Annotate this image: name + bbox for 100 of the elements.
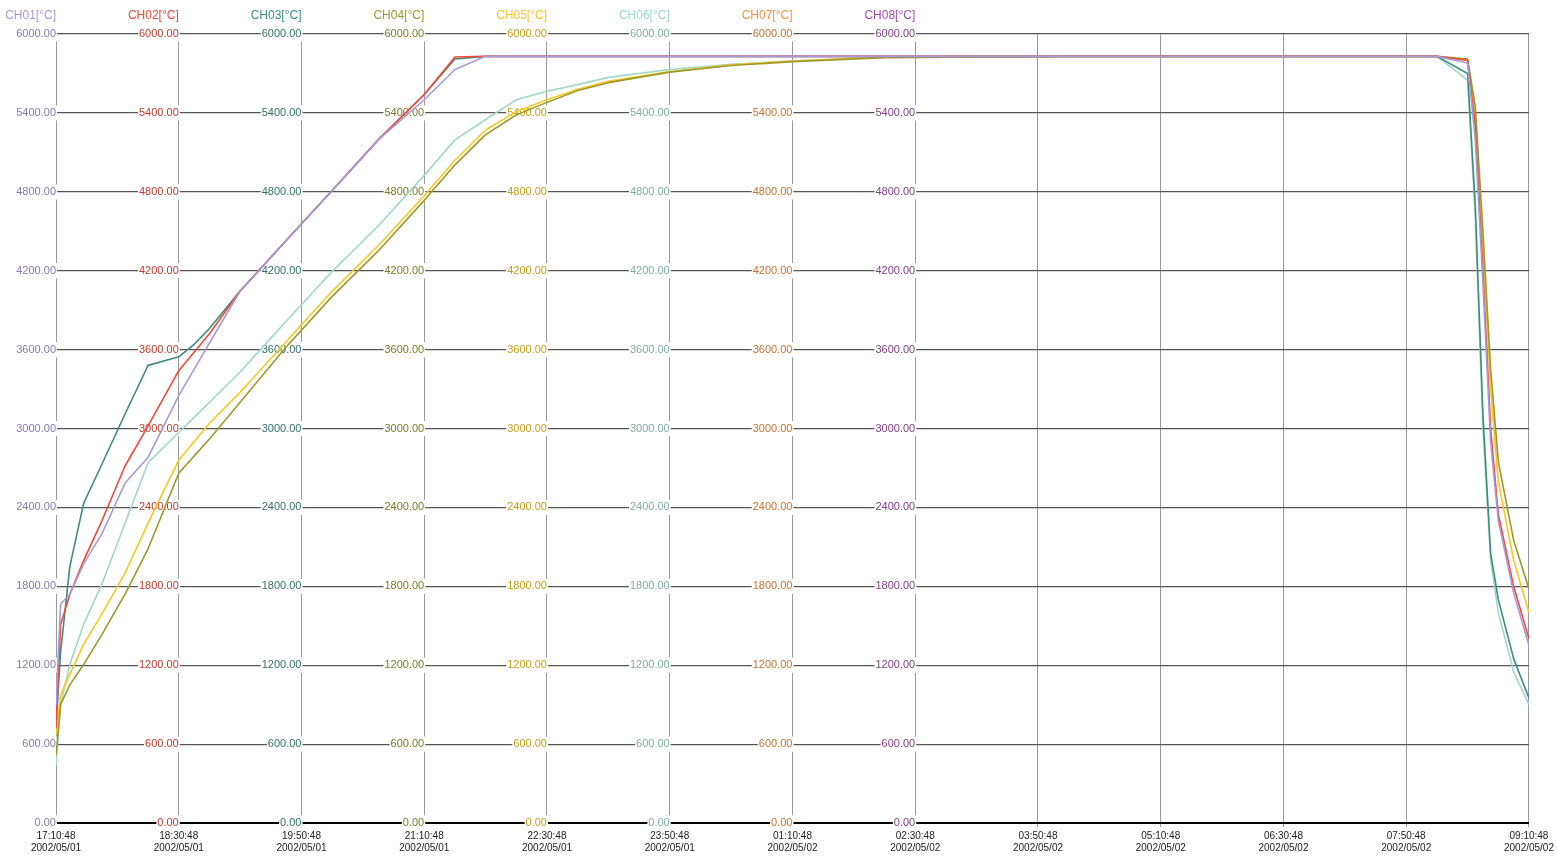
text: 5400.00	[875, 105, 916, 118]
text: 600.00	[513, 737, 547, 750]
text: 4800.00	[384, 184, 425, 197]
text: 5400.00	[629, 105, 670, 118]
text: 600.00	[758, 737, 793, 750]
text: 4200.00	[752, 263, 793, 276]
legend-label: CH08[°C]	[864, 8, 916, 23]
text: 6000.00	[629, 27, 670, 40]
text: 3600.00	[384, 342, 425, 355]
text: 1800.00	[875, 579, 916, 592]
x-tick-label: 05:10:48 2002/05/02	[1135, 829, 1187, 853]
text: 0.00	[402, 816, 425, 829]
text: 600.00	[636, 737, 670, 750]
text: 5400.00	[138, 105, 179, 118]
text: 6000.00	[138, 27, 179, 40]
text: CH04[°C]	[373, 8, 425, 23]
x-tick-label: 07:50:48 2002/05/02	[1381, 829, 1432, 853]
text: 4200.00	[261, 263, 302, 276]
x-tick-label: 21:10:48 2002/05/01	[399, 829, 450, 853]
text: 600.00	[267, 737, 302, 750]
text: 1200.00	[507, 658, 547, 671]
text: 4200.00	[384, 263, 425, 276]
text: CH05[°C]	[496, 8, 547, 23]
text: 5400.00	[261, 105, 302, 118]
text: 6000.00	[875, 27, 916, 40]
x-tick-label: 23:50:48 2002/05/01	[644, 829, 696, 853]
text: 4200.00	[138, 263, 179, 276]
text: 2400.00	[629, 500, 670, 513]
y-tick-label: 3600.00	[16, 342, 56, 355]
text: 1800.00	[138, 579, 179, 592]
text: 0.00	[771, 816, 793, 829]
text: 4200.00	[875, 263, 916, 276]
text: CH02[°C]	[127, 8, 179, 23]
x-tick-label: 03:50:48 2002/05/02	[1012, 829, 1064, 853]
text: 0.00	[280, 816, 302, 829]
legend-label: CH07[°C]	[741, 8, 793, 23]
y-tick-label: 600.00	[22, 737, 56, 750]
text: 3600.00	[138, 342, 179, 355]
text: 3000.00	[752, 421, 793, 434]
y-tick-label: 0.00	[34, 816, 56, 829]
x-tick-label: 09:10:48 2002/05/02	[1503, 829, 1555, 853]
text: 1800.00	[261, 579, 302, 592]
y-tick-label: 6000.00	[16, 27, 56, 40]
x-tick-label: 17:10:48 2002/05/01	[30, 829, 82, 853]
y-tick-label: 4800.00	[16, 184, 56, 197]
text: CH01[°C]	[5, 8, 56, 23]
text: 4800.00	[629, 184, 670, 197]
text: 0.00	[648, 816, 670, 829]
text: 0.00	[893, 816, 916, 829]
text: 6000.00	[752, 27, 793, 40]
text: 1800.00	[507, 579, 547, 592]
x-tick-label: 18:30:48 2002/05/01	[153, 829, 205, 853]
text: 1200.00	[752, 658, 793, 671]
text: 4800.00	[875, 184, 916, 197]
text: 4200.00	[507, 263, 547, 276]
text: 3000.00	[507, 421, 547, 434]
text: 600.00	[145, 737, 179, 750]
text: 1200.00	[629, 658, 670, 671]
text: 6000.00	[384, 27, 425, 40]
text: 1200.00	[138, 658, 179, 671]
text: 2400.00	[261, 500, 302, 513]
text: 0.00	[157, 816, 179, 829]
text: 5400.00	[752, 105, 793, 118]
text: 600.00	[881, 737, 916, 750]
text: 3000.00	[875, 421, 916, 434]
text: 1200.00	[261, 658, 302, 671]
text: 6000.00	[261, 27, 302, 40]
x-tick-label: 22:30:48 2002/05/01	[521, 829, 573, 853]
y-tick-label: 2400.00	[16, 500, 56, 513]
text: 4200.00	[629, 263, 670, 276]
y-tick-label: 5400.00	[16, 105, 56, 118]
y-tick-label: 3000.00	[16, 421, 56, 434]
x-tick-label: 02:30:48 2002/05/02	[890, 829, 941, 853]
x-tick-label: 19:50:48 2002/05/01	[276, 829, 327, 853]
text: 1800.00	[629, 579, 670, 592]
text: 600.00	[390, 737, 425, 750]
text: 4800.00	[507, 184, 547, 197]
x-tick-label: 06:30:48 2002/05/02	[1258, 829, 1309, 853]
text: 3600.00	[507, 342, 547, 355]
text: 2400.00	[507, 500, 547, 513]
text: 4800.00	[261, 184, 302, 197]
text: 1200.00	[384, 658, 425, 671]
text: 0.00	[525, 816, 547, 829]
y-tick-label: 1800.00	[16, 579, 56, 592]
text: 6000.00	[507, 27, 547, 40]
text: 3600.00	[752, 342, 793, 355]
text: 3000.00	[384, 421, 425, 434]
text: CH03[°C]	[250, 8, 302, 23]
text: 3000.00	[261, 421, 302, 434]
text: 3600.00	[875, 342, 916, 355]
y-tick-label: 1200.00	[16, 658, 56, 671]
text: 4800.00	[138, 184, 179, 197]
text: 1800.00	[752, 579, 793, 592]
text: CH06[°C]	[618, 8, 670, 23]
text: 1200.00	[875, 658, 916, 671]
text: 2400.00	[384, 500, 425, 513]
y-tick-label: 4200.00	[16, 263, 56, 276]
text: 2400.00	[752, 500, 793, 513]
text: 2400.00	[875, 500, 916, 513]
x-tick-label: 01:10:48 2002/05/02	[767, 829, 818, 853]
